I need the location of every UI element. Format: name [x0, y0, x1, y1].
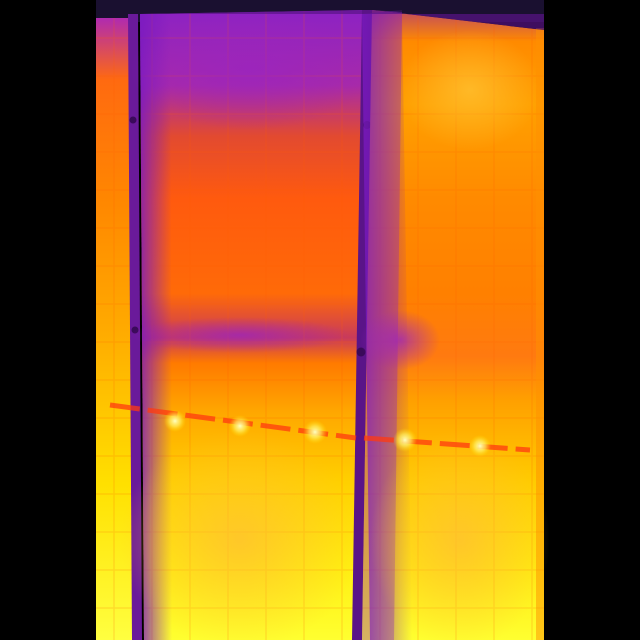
panel-frame-top	[96, 10, 544, 30]
warm-region	[120, 430, 360, 640]
hotspot	[303, 420, 327, 444]
warm-region	[370, 430, 550, 640]
right-black-border	[544, 0, 640, 640]
cool-region	[130, 317, 350, 353]
cool-region	[130, 10, 370, 130]
hotspot	[164, 410, 186, 432]
solar-panel-center	[120, 10, 370, 640]
right-panel-edge	[536, 28, 544, 640]
hotspot	[469, 435, 491, 457]
hotspot	[393, 428, 417, 452]
frame-bolt	[129, 116, 137, 124]
cool-region	[360, 310, 440, 370]
left-black-border	[0, 0, 96, 640]
hotspot	[229, 415, 251, 437]
warm-region	[400, 30, 540, 150]
solar-panel-right	[360, 10, 550, 640]
